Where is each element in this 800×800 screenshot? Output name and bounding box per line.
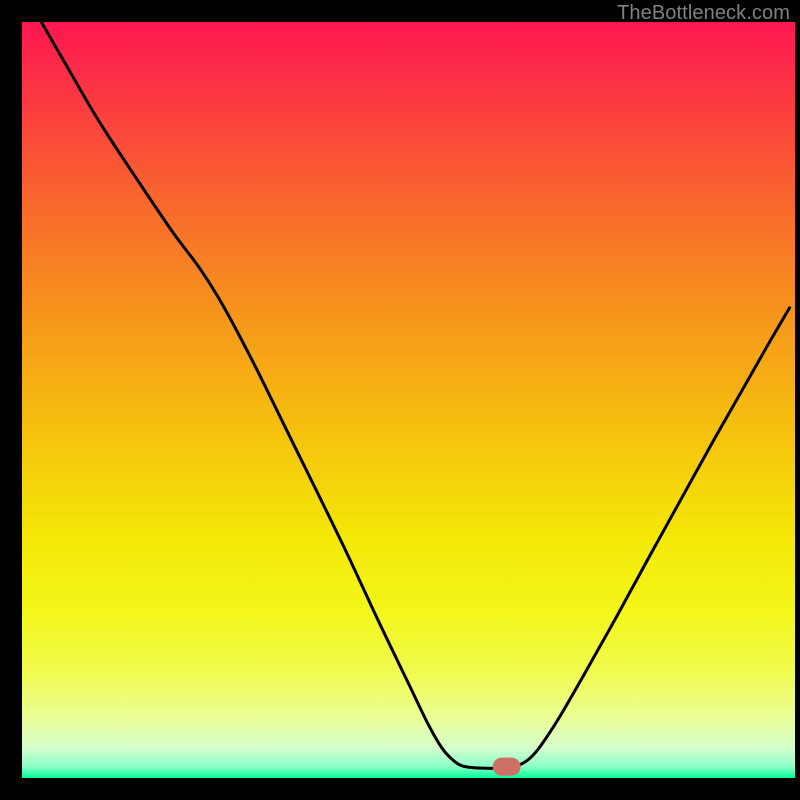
- optimal-point-marker: [493, 758, 521, 776]
- chart-frame: [0, 0, 800, 800]
- plot-area: [22, 22, 795, 778]
- watermark-text: TheBottleneck.com: [617, 2, 790, 25]
- gradient-background: [22, 22, 795, 778]
- chart-svg: [22, 22, 795, 778]
